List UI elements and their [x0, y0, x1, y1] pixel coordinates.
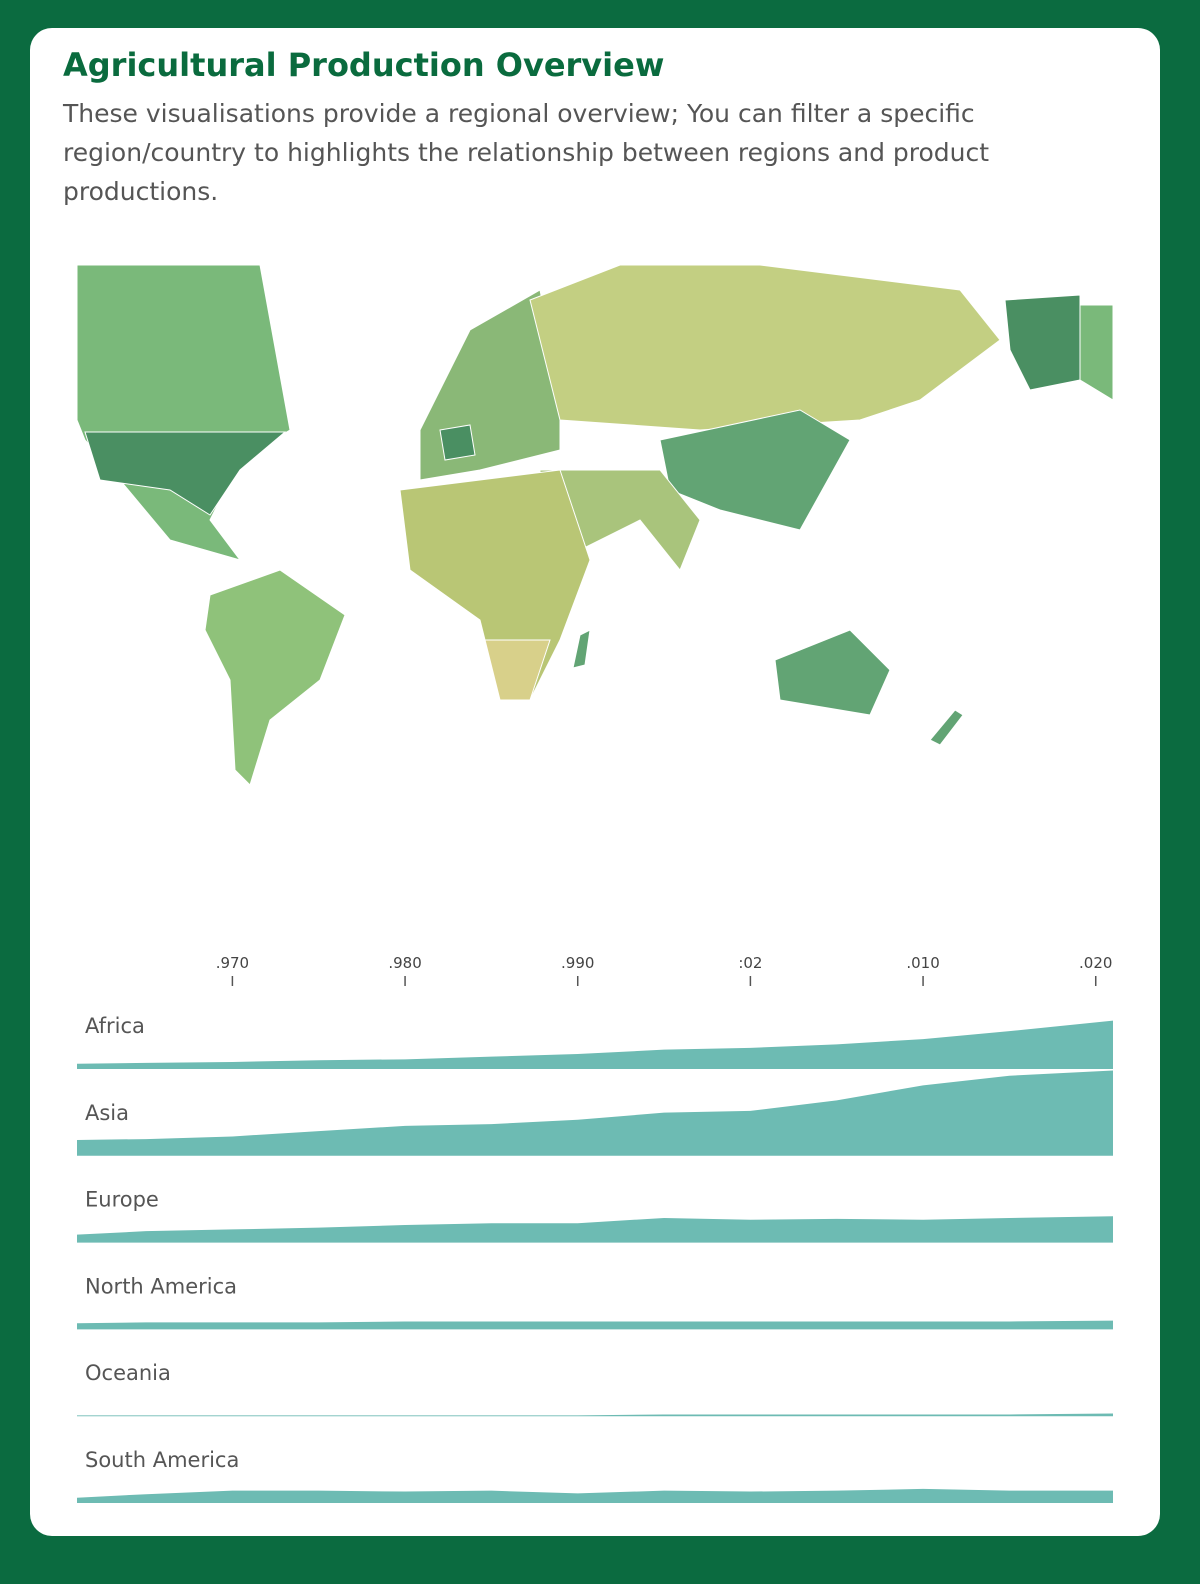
canada-east: [1079, 304, 1114, 401]
row-label: North America: [85, 1274, 237, 1298]
x-tick-label: .990: [561, 954, 594, 972]
area: [77, 1413, 1113, 1417]
north-america: [76, 264, 291, 561]
row-label: South America: [85, 1448, 239, 1472]
australia: [774, 629, 891, 716]
new-zealand: [929, 709, 964, 746]
x-tick-label: .010: [906, 954, 939, 972]
area: [77, 1320, 1113, 1330]
row-label: Oceania: [85, 1361, 171, 1385]
area: [77, 1020, 1113, 1069]
row-label: Africa: [85, 1014, 145, 1038]
area: [77, 1488, 1113, 1503]
france: [439, 424, 476, 461]
row-label: Asia: [85, 1101, 129, 1125]
southern-africa: [484, 639, 551, 701]
x-tick-label: :02: [738, 954, 762, 972]
russia: [529, 264, 1001, 431]
title: Agricultural Production Overview: [63, 46, 665, 84]
alaska: [1004, 294, 1081, 391]
south-america: [204, 569, 346, 786]
world-map: [76, 264, 1114, 786]
area: [77, 1216, 1113, 1243]
madagascar: [572, 629, 591, 669]
x-tick-label: .970: [216, 954, 249, 972]
x-tick-label: .980: [388, 954, 421, 972]
x-tick-label: .020: [1079, 954, 1112, 972]
row-label: Europe: [85, 1188, 159, 1212]
subtitle: These visualisations provide a regional …: [63, 99, 990, 206]
usa: [84, 431, 287, 516]
area: [77, 1070, 1113, 1156]
